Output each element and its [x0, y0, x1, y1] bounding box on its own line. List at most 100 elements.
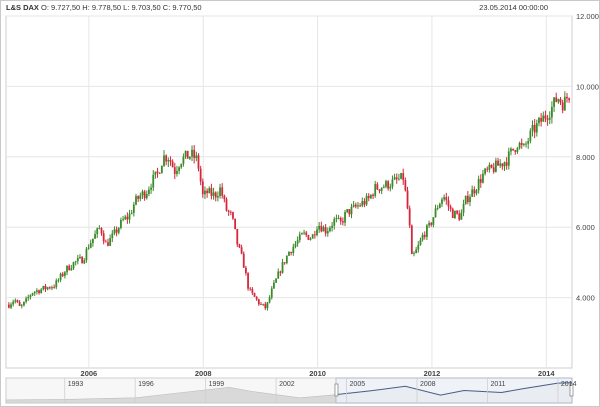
up-candle	[484, 168, 486, 174]
down-candle	[186, 150, 189, 159]
datetime-readout: 23.05.2014 00:00:00	[479, 3, 548, 12]
up-candle	[350, 206, 353, 215]
up-candle	[488, 164, 491, 170]
up-candle	[180, 163, 183, 168]
up-candle	[443, 197, 446, 200]
up-candle	[326, 231, 329, 234]
down-candle	[568, 98, 571, 101]
up-candle	[292, 246, 295, 254]
y-tick-label: 8.000	[576, 153, 595, 162]
up-candle	[275, 278, 277, 283]
down-candle	[479, 179, 482, 183]
up-candle	[66, 265, 68, 273]
navigator-handle	[569, 383, 574, 397]
down-candle	[544, 115, 547, 119]
up-candle	[152, 174, 155, 188]
down-candle	[505, 162, 508, 166]
up-candle	[525, 143, 527, 145]
down-candle	[363, 201, 366, 205]
down-candle	[402, 173, 405, 181]
up-candle	[124, 216, 127, 220]
down-candle	[126, 216, 129, 220]
up-candle	[120, 219, 122, 228]
navigator-tick-label: 2002	[279, 381, 295, 388]
up-candle	[59, 273, 62, 280]
down-candle	[44, 285, 47, 290]
navigator-tick-label: 1993	[68, 381, 84, 388]
up-candle	[92, 238, 94, 244]
up-candle	[482, 173, 484, 183]
y-tick-label: 12.000	[576, 12, 599, 21]
y-tick-label: 6.000	[576, 223, 595, 232]
up-candle	[316, 229, 318, 236]
up-candle	[464, 195, 467, 204]
up-candle	[195, 155, 198, 159]
up-candle	[204, 190, 206, 195]
up-candle	[337, 217, 340, 219]
up-candle	[63, 272, 66, 276]
down-candle	[173, 167, 176, 174]
down-candle	[227, 210, 230, 212]
up-candle	[55, 280, 58, 288]
up-candle	[70, 268, 73, 271]
up-candle	[438, 203, 441, 209]
x-tick-label: 2008	[195, 369, 212, 378]
down-candle	[492, 167, 495, 172]
down-candle	[406, 190, 409, 209]
up-candle	[529, 130, 532, 142]
down-candle	[559, 99, 562, 103]
up-candle	[176, 170, 178, 174]
instrument-symbol: L&S DAX	[6, 3, 39, 12]
up-candle	[475, 190, 478, 194]
up-candle	[79, 256, 81, 259]
up-candle	[40, 289, 43, 294]
down-candle	[490, 164, 493, 168]
down-candle	[449, 206, 452, 209]
up-candle	[369, 194, 372, 199]
x-axis: 2006 2008 2010 2012 2014	[81, 369, 556, 378]
down-candle	[107, 242, 109, 246]
up-candle	[150, 187, 152, 190]
up-candle	[23, 301, 25, 306]
down-candle	[372, 194, 374, 196]
down-candle	[68, 265, 71, 271]
up-candle	[128, 213, 131, 220]
up-candle	[270, 288, 273, 298]
up-candle	[281, 262, 284, 273]
up-candle	[361, 201, 364, 206]
y-tick-label: 4.000	[576, 294, 595, 303]
down-candle	[423, 234, 426, 237]
navigator-selected-line	[334, 382, 573, 396]
up-candle	[413, 253, 415, 255]
up-candle	[311, 234, 314, 239]
down-candle	[234, 218, 237, 229]
down-candle	[566, 96, 568, 99]
down-candle	[100, 228, 103, 234]
down-candle	[38, 290, 40, 294]
down-candle	[367, 195, 370, 199]
up-candle	[154, 171, 157, 175]
up-candle	[96, 228, 99, 235]
up-candle	[145, 194, 148, 199]
up-candle	[141, 191, 144, 196]
up-candle	[51, 287, 53, 289]
up-candle	[494, 160, 497, 172]
down-candle	[514, 150, 517, 152]
down-candle	[555, 97, 558, 102]
up-candle	[318, 225, 321, 230]
up-candle	[25, 298, 27, 302]
down-candle	[156, 171, 159, 174]
up-candle	[301, 233, 303, 235]
up-candle	[298, 234, 301, 241]
up-candle	[553, 97, 555, 107]
up-candle	[522, 144, 525, 145]
up-candle	[436, 208, 439, 209]
up-candle	[432, 217, 435, 225]
down-candle	[404, 180, 407, 191]
down-candle	[408, 208, 411, 226]
up-candle	[31, 293, 34, 296]
up-candle	[20, 305, 23, 307]
up-candle	[462, 203, 465, 213]
